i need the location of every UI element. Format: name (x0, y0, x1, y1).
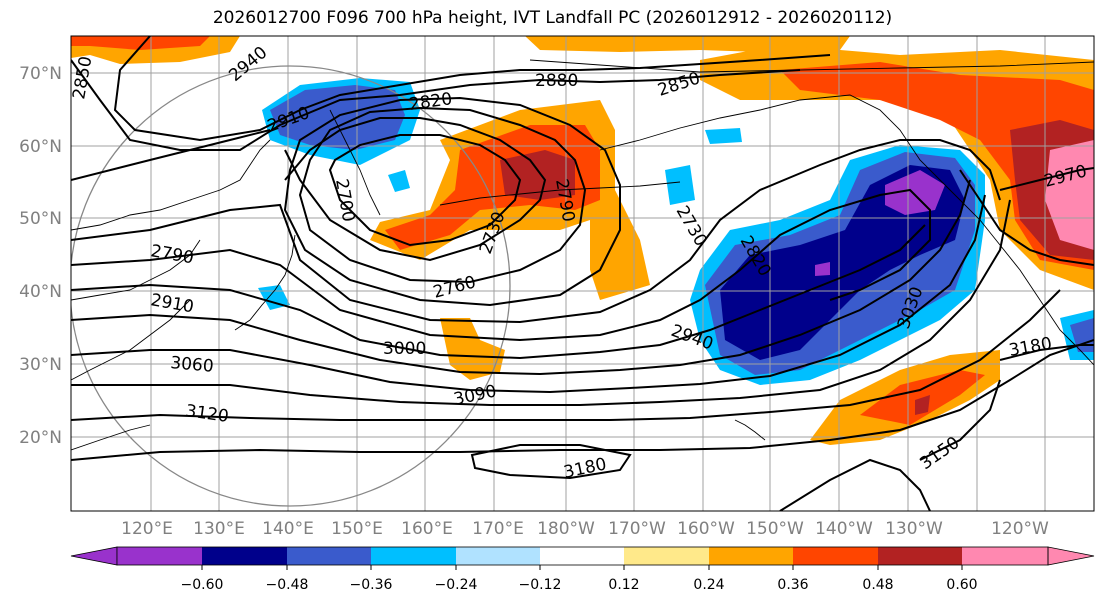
colorbar-swatch (878, 547, 962, 565)
lon-label-120w: 120°W (991, 519, 1049, 539)
colorbar: −0.60 −0.48 −0.36 −0.24 −0.12 0.12 0.24 … (70, 546, 1095, 593)
shade-small-blue1 (388, 170, 410, 192)
hawaii (734, 419, 766, 441)
contour-label: 3000 (383, 339, 426, 359)
lon-label-130e: 130°E (193, 519, 245, 539)
map-title: 2026012700 F096 700 hPa height, IVT Land… (212, 8, 893, 28)
map-panel: 2850 2940 2910 2820 2880 2850 2700 2730 … (71, 36, 1094, 511)
aleutian-coast (439, 181, 681, 206)
lon-label-150e: 150°E (331, 519, 383, 539)
colorbar-swatch (709, 547, 793, 565)
lon-label-120e: 120°E (121, 519, 173, 539)
colorbar-tick-label: 0.36 (777, 577, 808, 593)
lon-label-180w: 180°W (537, 519, 595, 539)
colorbar-outline (116, 546, 1049, 566)
shade-canada-pink (1045, 140, 1094, 250)
colorbar-swatch (540, 547, 624, 565)
asia-coast (71, 139, 271, 451)
colorbar-tick-label: 0.48 (862, 577, 893, 593)
shade-small-blue3 (705, 128, 742, 144)
shade-small-blue4 (665, 165, 695, 205)
colorbar-swatch (962, 547, 1048, 565)
colorbar-tick-label: 0.24 (693, 577, 724, 593)
longitude-labels: 120°E 130°E 140°E 150°E 160°E 170°E 180°… (121, 519, 1049, 539)
shade-ne-pacific-purple1 (885, 170, 945, 215)
colorbar-tick-label: −0.48 (266, 577, 309, 593)
colorbar-tick-label: 0.60 (946, 577, 977, 593)
colorbar-tick-label: 0.12 (608, 577, 639, 593)
colorbar-tick-label: −0.12 (519, 577, 562, 593)
lon-label-140w: 140°W (815, 519, 873, 539)
lon-label-130w: 130°W (885, 519, 943, 539)
colorbar-swatch (202, 547, 287, 565)
lat-label-50n: 50°N (19, 209, 62, 229)
lat-label-60n: 60°N (19, 137, 62, 157)
ivt-negative-shading (258, 78, 1094, 385)
colorbar-tick-label: −0.24 (435, 577, 478, 593)
shade-top-left-red (71, 36, 210, 50)
colorbar-swatch (793, 547, 878, 565)
lon-label-160e: 160°E (401, 519, 453, 539)
graticule (71, 36, 1094, 511)
colorbar-swatch (456, 547, 540, 565)
lat-label-40n: 40°N (19, 282, 62, 302)
lat-label-30n: 30°N (19, 355, 62, 375)
lon-label-150w: 150°W (746, 519, 804, 539)
shade-se-blue-mid (1070, 318, 1094, 352)
map-frame (70, 35, 1095, 512)
range-circle (71, 65, 511, 507)
colorbar-extend-low (70, 546, 118, 566)
lon-label-140e: 140°E (262, 519, 314, 539)
shade-subtropic-darkred (915, 395, 930, 415)
colorbar-tick-label: −0.36 (350, 577, 393, 593)
colorbar-extend-high (1047, 546, 1095, 566)
lat-label-20n: 20°N (19, 428, 62, 448)
shade-ne-pacific-purple2 (815, 262, 830, 276)
contour-label: 2880 (535, 71, 578, 91)
lon-label-160w: 160°W (677, 519, 735, 539)
contour-label: 3060 (170, 353, 215, 377)
height-contours (71, 36, 1094, 511)
colorbar-swatch (371, 547, 456, 565)
lon-label-170w: 170°W (608, 519, 666, 539)
colorbar-tick-label: −0.60 (181, 577, 224, 593)
lat-label-70n: 70°N (19, 64, 62, 84)
colorbar-swatch (287, 547, 371, 565)
colorbar-swatch (117, 547, 202, 565)
alaska-coast (599, 94, 1094, 366)
japan-coast (234, 234, 296, 331)
lon-label-170e: 170°E (472, 519, 524, 539)
colorbar-swatch (624, 547, 709, 565)
latitude-labels: 70°N 60°N 50°N 40°N 30°N 20°N (19, 64, 62, 448)
colorbar-ticks (201, 565, 963, 570)
